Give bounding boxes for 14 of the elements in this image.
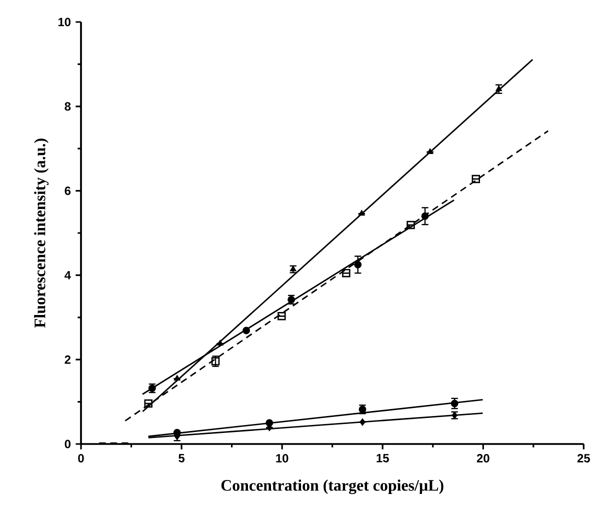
y-tick-label: 0 xyxy=(64,440,71,448)
x-axis-title: Concentration (target copies/µL) xyxy=(221,480,444,494)
x-tick-label: 20 xyxy=(476,454,490,462)
y-tick-label: 6 xyxy=(64,186,71,196)
x-tick-label: 25 xyxy=(577,454,590,462)
y-tick-label: 4 xyxy=(64,271,71,280)
x-tick-label: 0 xyxy=(78,454,84,462)
y-axis-title: Fluorescence intensity (a.u.) xyxy=(34,138,49,328)
y-tick-label: 8 xyxy=(64,102,71,111)
x-tick-label: 5 xyxy=(178,454,185,462)
y-tick-label: 10 xyxy=(58,18,71,26)
y-tick-label: 2 xyxy=(64,355,71,364)
x-tick-label: 10 xyxy=(276,454,288,462)
x-tick-label: 15 xyxy=(376,454,389,462)
